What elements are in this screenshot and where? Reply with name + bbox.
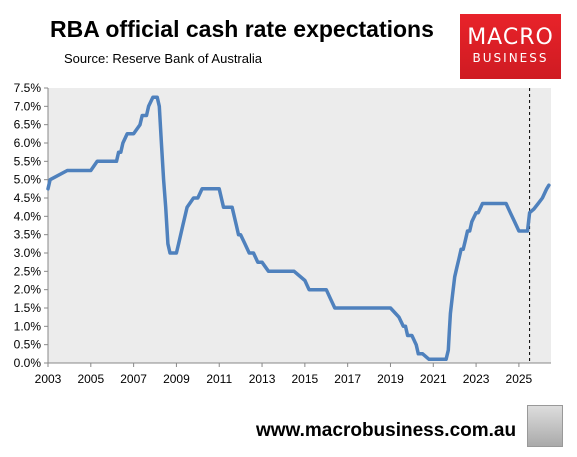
y-tick-label: 7.0% xyxy=(14,99,42,113)
y-tick-label: 0.5% xyxy=(14,338,42,352)
y-tick-label: 4.5% xyxy=(14,191,42,205)
y-tick-label: 7.5% xyxy=(14,81,42,95)
x-axis: 2003 2005 2007 2009 2011 2013 2015 2017 2019 2021… xyxy=(35,362,551,386)
y-tick-label: 1.5% xyxy=(14,301,42,315)
x-tick-label: 2013 xyxy=(249,372,276,386)
macrobusiness-logo: MACRO BUSINESS xyxy=(460,14,561,79)
y-tick-label: 6.0% xyxy=(14,136,42,150)
x-tick-label: 2015 xyxy=(291,372,318,386)
website-url: www.macrobusiness.com.au xyxy=(256,420,517,441)
y-axis: 0.0% 0.5% 1.0% 1.5% 2.0% 2.5% 3.0% 3.5% 4.0% 4.5%… xyxy=(14,81,49,370)
x-tick-label: 2017 xyxy=(334,372,361,386)
wolf-logo-icon xyxy=(527,405,563,447)
x-tick-label: 2021 xyxy=(420,372,447,386)
y-tick-label: 5.0% xyxy=(14,173,42,187)
y-tick-label: 2.5% xyxy=(14,264,42,278)
x-tick-label: 2023 xyxy=(463,372,490,386)
logo-line-2: BUSINESS xyxy=(472,51,549,65)
y-tick-label: 3.0% xyxy=(14,246,42,260)
y-tick-label: 0.0% xyxy=(14,356,42,370)
plot-area xyxy=(48,88,551,363)
chart-source: Source: Reserve Bank of Australia xyxy=(64,51,262,66)
x-tick-label: 2005 xyxy=(77,372,104,386)
chart-title: RBA official cash rate expectations xyxy=(50,16,434,42)
x-tick-label: 2007 xyxy=(120,372,147,386)
x-tick-label: 2009 xyxy=(163,372,190,386)
y-tick-label: 4.0% xyxy=(14,209,42,223)
y-tick-label: 1.0% xyxy=(14,319,42,333)
y-tick-label: 6.5% xyxy=(14,118,42,132)
x-tick-label: 2025 xyxy=(506,372,533,386)
x-tick-label: 2011 xyxy=(206,372,232,386)
logo-line-1: MACRO xyxy=(467,25,554,50)
x-tick-label: 2003 xyxy=(35,372,62,386)
y-tick-label: 2.0% xyxy=(14,283,42,297)
cash-rate-series-line xyxy=(46,95,551,362)
x-tick-label: 2019 xyxy=(377,372,404,386)
y-tick-label: 3.5% xyxy=(14,228,42,242)
y-tick-label: 5.5% xyxy=(14,154,42,168)
